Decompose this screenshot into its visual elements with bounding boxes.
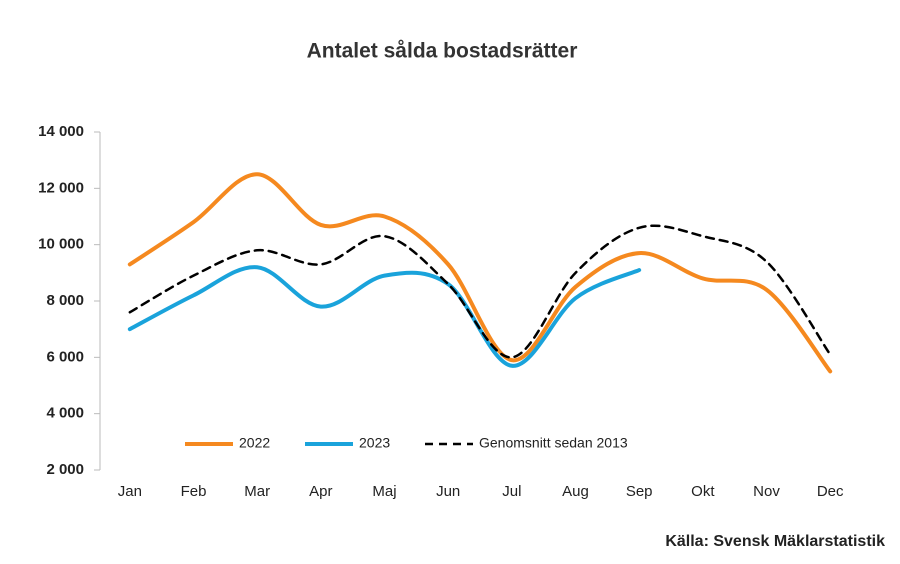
y-tick-label: 8 000 (46, 292, 84, 309)
legend-label: 2023 (359, 435, 390, 451)
y-tick-label: 14 000 (38, 123, 84, 140)
legend-label: Genomsnitt sedan 2013 (479, 435, 628, 451)
y-tick-label: 10 000 (38, 236, 84, 253)
y-tick-label: 6 000 (46, 348, 84, 365)
y-tick-label: 4 000 (46, 405, 84, 422)
line-series (127, 172, 833, 374)
line-series (127, 265, 642, 368)
y-tick-label: 2 000 (46, 461, 84, 478)
x-tick-label: Nov (753, 483, 780, 500)
x-tick-label: Maj (372, 483, 396, 500)
x-tick-label: Mar (244, 483, 270, 500)
x-tick-label: Dec (817, 483, 844, 500)
chart-title: Antalet sålda bostadsrätter (307, 40, 578, 63)
x-tick-label: Apr (309, 483, 332, 500)
x-tick-label: Jul (502, 483, 521, 500)
line-series (128, 224, 832, 359)
x-tick-label: Jun (436, 483, 460, 500)
y-tick-label: 12 000 (38, 179, 84, 196)
x-tick-label: Aug (562, 483, 589, 500)
x-tick-label: Feb (181, 483, 207, 500)
source: Källa: Svensk Mäklarstatistik (665, 533, 885, 550)
legend-label: 2022 (239, 435, 270, 451)
x-tick-label: Jan (118, 483, 142, 500)
x-tick-label: Okt (691, 483, 715, 500)
x-tick-label: Sep (626, 483, 653, 500)
